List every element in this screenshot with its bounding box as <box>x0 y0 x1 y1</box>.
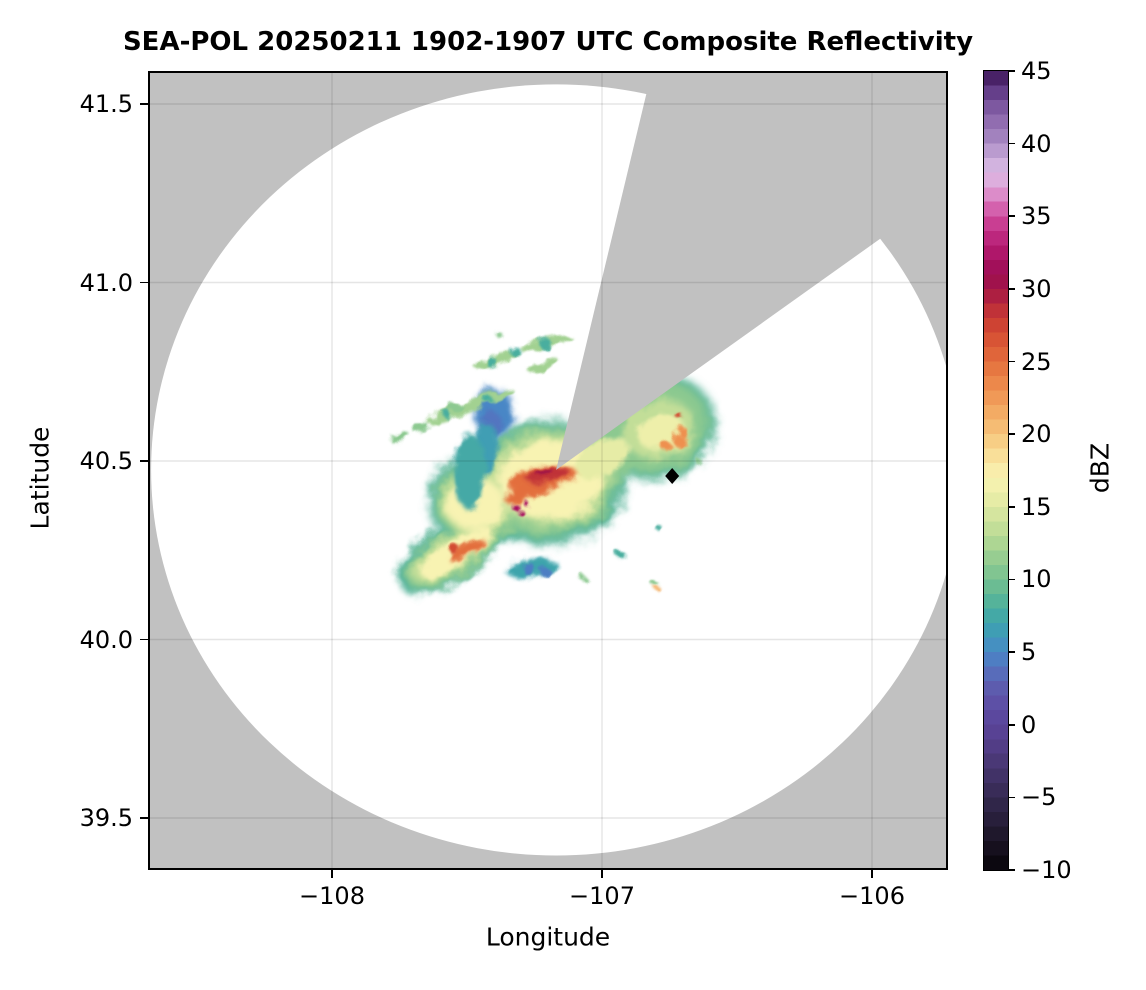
echo-blob <box>413 423 429 433</box>
tick-mark <box>140 638 148 641</box>
tick-mark <box>601 870 603 878</box>
map-plot <box>148 71 948 870</box>
tick-mark <box>1008 723 1015 726</box>
echo-blob <box>484 396 493 404</box>
colorbar-tick-label: 20 <box>1021 420 1052 449</box>
colorbar-tick-label: 25 <box>1021 347 1052 376</box>
colorbar-tick-label: 5 <box>1021 638 1037 667</box>
echo-blob <box>656 587 662 593</box>
echo-blob <box>574 437 630 478</box>
echo-blob <box>518 509 524 516</box>
echo-blob <box>523 501 529 507</box>
echo-blob <box>653 582 659 588</box>
blocked-sector-wedge <box>556 71 948 470</box>
x-tick-label: −106 <box>839 882 905 910</box>
colorbar-tick-label: 0 <box>1021 710 1037 739</box>
echo-blob <box>655 524 662 531</box>
site-marker-diamond <box>665 467 680 484</box>
x-tick-label: −108 <box>299 882 365 910</box>
echo-blob <box>580 575 587 581</box>
y-tick-label: 41.0 <box>79 268 133 297</box>
y-tick-label: 40.0 <box>79 625 133 654</box>
gridlines <box>148 71 948 870</box>
colorbar-tick-label: 10 <box>1021 565 1052 594</box>
echo-blob <box>527 361 547 373</box>
colorbar <box>983 70 1009 871</box>
colorbar-tick-label: −10 <box>1021 856 1072 884</box>
echo-blob <box>677 427 689 438</box>
y-tick-label: 41.5 <box>79 90 133 118</box>
colorbar-tick-label: 30 <box>1021 274 1052 303</box>
tick-mark <box>1008 142 1015 145</box>
tick-mark <box>140 460 148 462</box>
tick-mark <box>1008 869 1015 871</box>
echo-blob <box>390 432 409 443</box>
axes-frame <box>148 71 948 870</box>
tick-mark <box>1008 360 1015 363</box>
colorbar-tick-label: −5 <box>1021 783 1057 812</box>
tick-mark <box>1008 796 1015 799</box>
echo-blob <box>523 563 536 576</box>
plot-title: SEA-POL 20250211 1902-1907 UTC Composite… <box>122 27 974 57</box>
tick-mark <box>1008 288 1015 290</box>
y-axis-label: Latitude <box>25 426 55 530</box>
echo-blob <box>510 347 521 358</box>
echo-blob <box>537 469 554 477</box>
echo-blob <box>448 543 459 554</box>
radar-map-canvas <box>148 71 948 870</box>
tick-mark <box>331 870 333 878</box>
y-tick-label: 39.5 <box>79 804 133 832</box>
colorbar-tick-label: 45 <box>1021 57 1052 85</box>
tick-mark <box>871 870 873 878</box>
tick-mark <box>1008 215 1015 218</box>
colorbar-tick-label: 35 <box>1021 202 1052 231</box>
echo-blob <box>512 503 520 511</box>
tick-mark <box>1008 578 1015 581</box>
echo-blob <box>444 411 453 419</box>
echo-blob <box>542 358 559 368</box>
y-tick-label: 40.5 <box>79 447 133 475</box>
echo-blob <box>674 411 681 418</box>
echo-blob <box>540 567 551 578</box>
tick-mark <box>1008 433 1015 435</box>
x-tick-label: −107 <box>569 882 635 910</box>
colorbar-tick-label: 40 <box>1021 129 1052 158</box>
reflectivity-echo-field <box>390 332 716 594</box>
echo-blob <box>496 332 503 338</box>
echo-blob <box>486 357 497 368</box>
colorbar-gradient <box>984 71 1008 870</box>
tick-mark <box>1008 70 1015 72</box>
echo-blob <box>539 337 552 350</box>
echo-blob <box>449 403 463 413</box>
tick-mark <box>1008 506 1015 508</box>
echo-blob <box>696 459 703 465</box>
tick-mark <box>140 281 148 284</box>
colorbar-tick-label: 15 <box>1021 492 1052 521</box>
tick-mark <box>140 817 148 819</box>
x-axis-label: Longitude <box>485 922 611 952</box>
colorbar-label: dBZ <box>1085 442 1115 494</box>
tick-mark <box>140 103 148 105</box>
echo-blob <box>448 539 486 562</box>
echo-blob <box>661 441 672 452</box>
echo-blob <box>616 550 625 559</box>
tick-mark <box>1008 651 1015 653</box>
echo-blob <box>453 433 486 510</box>
echo-blob <box>473 351 520 369</box>
